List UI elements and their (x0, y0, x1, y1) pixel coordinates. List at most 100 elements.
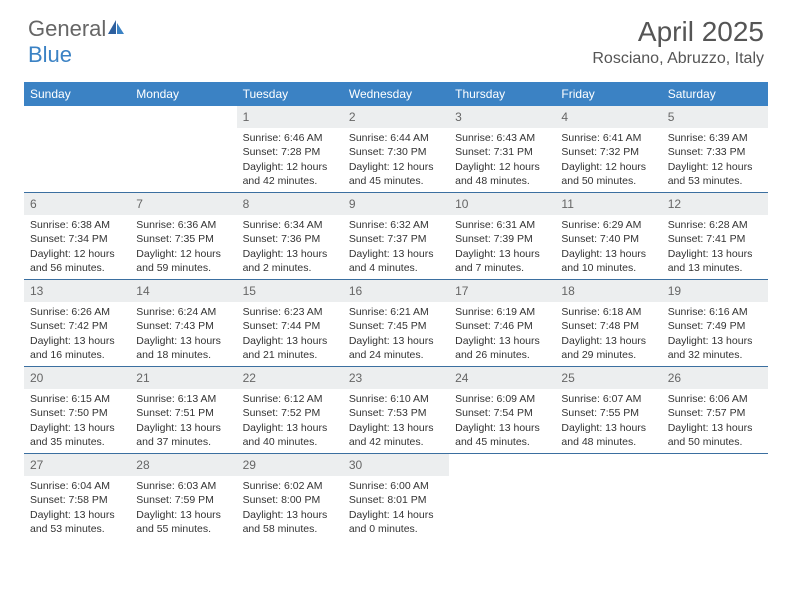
weekday-header: Saturday (662, 82, 768, 106)
sunrise-text: Sunrise: 6:15 AM (30, 392, 124, 406)
sunrise-text: Sunrise: 6:09 AM (455, 392, 549, 406)
sunrise-text: Sunrise: 6:46 AM (243, 131, 337, 145)
day-cell: 26Sunrise: 6:06 AMSunset: 7:57 PMDayligh… (662, 367, 768, 453)
day-number: 22 (237, 367, 343, 389)
sunrise-text: Sunrise: 6:06 AM (668, 392, 762, 406)
sunset-text: Sunset: 7:46 PM (455, 319, 549, 333)
day-content: Sunrise: 6:09 AMSunset: 7:54 PMDaylight:… (449, 392, 555, 449)
day-cell: 12Sunrise: 6:28 AMSunset: 7:41 PMDayligh… (662, 193, 768, 279)
sunset-text: Sunset: 7:54 PM (455, 406, 549, 420)
sunset-text: Sunset: 7:57 PM (668, 406, 762, 420)
day-content: Sunrise: 6:26 AMSunset: 7:42 PMDaylight:… (24, 305, 130, 362)
day-content: Sunrise: 6:39 AMSunset: 7:33 PMDaylight:… (662, 131, 768, 188)
weekday-header: Thursday (449, 82, 555, 106)
sunset-text: Sunset: 7:59 PM (136, 493, 230, 507)
sunrise-text: Sunrise: 6:19 AM (455, 305, 549, 319)
day-cell: 14 Sunrise: 6:24 AMSunset: 7:43 PMDayligh… (130, 280, 236, 366)
day-content: Sunrise: 6:10 AMSunset: 7:53 PMDaylight:… (343, 392, 449, 449)
day-cell: 2Sunrise: 6:44 AMSunset: 7:30 PMDaylight… (343, 106, 449, 192)
day-content: Sunrise: 6:13 AMSunset: 7:51 PMDaylight:… (130, 392, 236, 449)
daylight-text: Daylight: 13 hours and 18 minutes. (136, 334, 230, 362)
sunset-text: Sunset: 7:42 PM (30, 319, 124, 333)
day-cell: 28 Sunrise: 6:03 AMSunset: 7:59 PMDayligh… (130, 454, 236, 540)
day-number: 6 (24, 193, 130, 215)
day-number: 15 (237, 280, 343, 302)
daylight-text: Daylight: 12 hours and 59 minutes. (136, 247, 230, 275)
title-block: April 2025 Rosciano, Abruzzo, Italy (592, 16, 764, 68)
logo-text: GeneralBlue (28, 16, 126, 68)
sunset-text: Sunset: 7:53 PM (349, 406, 443, 420)
day-cell: 9Sunrise: 6:32 AMSunset: 7:37 PMDaylight… (343, 193, 449, 279)
location-subtitle: Rosciano, Abruzzo, Italy (592, 50, 764, 68)
sunset-text: Sunset: 7:34 PM (30, 232, 124, 246)
daylight-text: Daylight: 12 hours and 45 minutes. (349, 160, 443, 188)
day-cell: 23Sunrise: 6:10 AMSunset: 7:53 PMDayligh… (343, 367, 449, 453)
sunrise-text: Sunrise: 6:00 AM (349, 479, 443, 493)
sunrise-text: Sunrise: 6:03 AM (136, 479, 230, 493)
week-row: 27Sunrise: 6:04 AMSunset: 7:58 PMDayligh… (24, 454, 768, 540)
week-row: 1Sunrise: 6:46 AMSunset: 7:28 PMDaylight… (24, 106, 768, 193)
day-cell: 7Sunrise: 6:36 AMSunset: 7:35 PMDaylight… (130, 193, 236, 279)
daylight-text: Daylight: 13 hours and 48 minutes. (561, 421, 655, 449)
sunset-text: Sunset: 7:41 PM (668, 232, 762, 246)
day-cell: 19Sunrise: 6:16 AMSunset: 7:49 PMDayligh… (662, 280, 768, 366)
page-header: GeneralBlue April 2025 Rosciano, Abruzzo… (0, 0, 792, 76)
day-content: Sunrise: 6:43 AMSunset: 7:31 PMDaylight:… (449, 131, 555, 188)
daylight-text: Daylight: 13 hours and 53 minutes. (30, 508, 124, 536)
daylight-text: Daylight: 12 hours and 56 minutes. (30, 247, 124, 275)
sunset-text: Sunset: 7:45 PM (349, 319, 443, 333)
week-row: 20Sunrise: 6:15 AMSunset: 7:50 PMDayligh… (24, 367, 768, 454)
day-content: Sunrise: 6:24 AMSunset: 7:43 PMDaylight:… (130, 305, 236, 362)
day-number: 18 (555, 280, 661, 302)
daylight-text: Daylight: 12 hours and 53 minutes. (668, 160, 762, 188)
sunrise-text: Sunrise: 6:16 AM (668, 305, 762, 319)
day-content: Sunrise: 6:32 AMSunset: 7:37 PMDaylight:… (343, 218, 449, 275)
sunset-text: Sunset: 7:30 PM (349, 145, 443, 159)
day-number: 11 (555, 193, 661, 215)
sunrise-text: Sunrise: 6:43 AM (455, 131, 549, 145)
day-cell: 11Sunrise: 6:29 AMSunset: 7:40 PMDayligh… (555, 193, 661, 279)
day-number: 8 (237, 193, 343, 215)
day-content: Sunrise: 6:38 AMSunset: 7:34 PMDaylight:… (24, 218, 130, 275)
day-content: Sunrise: 6:12 AMSunset: 7:52 PMDaylight:… (237, 392, 343, 449)
logo: GeneralBlue (28, 16, 126, 68)
day-content: Sunrise: 6:31 AMSunset: 7:39 PMDaylight:… (449, 218, 555, 275)
day-cell: 10Sunrise: 6:31 AMSunset: 7:39 PMDayligh… (449, 193, 555, 279)
day-number: 29 (237, 454, 343, 476)
logo-sail-icon (106, 16, 126, 42)
daylight-text: Daylight: 13 hours and 13 minutes. (668, 247, 762, 275)
day-number: 26 (662, 367, 768, 389)
daylight-text: Daylight: 13 hours and 55 minutes. (136, 508, 230, 536)
daylight-text: Daylight: 13 hours and 7 minutes. (455, 247, 549, 275)
sunrise-text: Sunrise: 6:38 AM (30, 218, 124, 232)
daylight-text: Daylight: 13 hours and 58 minutes. (243, 508, 337, 536)
day-cell: 30Sunrise: 6:00 AMSunset: 8:01 PMDayligh… (343, 454, 449, 540)
sunset-text: Sunset: 7:50 PM (30, 406, 124, 420)
sunrise-text: Sunrise: 6:04 AM (30, 479, 124, 493)
weekday-header: Monday (130, 82, 236, 106)
week-row: 13 Sunrise: 6:26 AMSunset: 7:42 PMDayligh… (24, 280, 768, 367)
daylight-text: Daylight: 13 hours and 45 minutes. (455, 421, 549, 449)
sunset-text: Sunset: 7:31 PM (455, 145, 549, 159)
sunrise-text: Sunrise: 6:39 AM (668, 131, 762, 145)
day-number: 17 (449, 280, 555, 302)
day-number: 28 (130, 454, 236, 476)
day-content: Sunrise: 6:41 AMSunset: 7:32 PMDaylight:… (555, 131, 661, 188)
daylight-text: Daylight: 13 hours and 4 minutes. (349, 247, 443, 275)
weekday-header: Friday (555, 82, 661, 106)
day-number: 5 (662, 106, 768, 128)
day-number: 14 (130, 280, 236, 302)
sunrise-text: Sunrise: 6:36 AM (136, 218, 230, 232)
day-content: Sunrise: 6:02 AMSunset: 8:00 PMDaylight:… (237, 479, 343, 536)
day-number: 4 (555, 106, 661, 128)
weekday-header: Sunday (24, 82, 130, 106)
sunrise-text: Sunrise: 6:12 AM (243, 392, 337, 406)
day-cell (555, 454, 661, 540)
day-cell (662, 454, 768, 540)
day-content: Sunrise: 6:18 AMSunset: 7:48 PMDaylight:… (555, 305, 661, 362)
day-number: 13 (24, 280, 130, 302)
day-number: 25 (555, 367, 661, 389)
week-row: 6Sunrise: 6:38 AMSunset: 7:34 PMDaylight… (24, 193, 768, 280)
sunset-text: Sunset: 7:36 PM (243, 232, 337, 246)
daylight-text: Daylight: 12 hours and 42 minutes. (243, 160, 337, 188)
